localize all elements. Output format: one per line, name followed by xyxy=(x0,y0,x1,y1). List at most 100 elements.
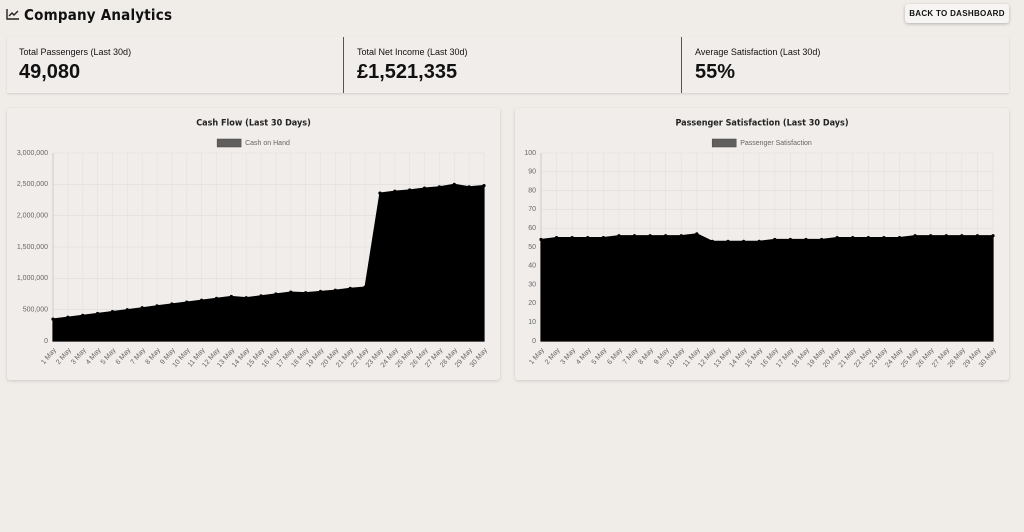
point xyxy=(726,239,730,243)
point xyxy=(333,288,337,292)
point xyxy=(437,185,442,189)
point xyxy=(851,236,855,240)
point xyxy=(348,286,352,290)
point xyxy=(185,300,189,304)
stat-label: Average Satisfaction (Last 30d) xyxy=(695,47,821,57)
point xyxy=(51,317,55,321)
point xyxy=(570,236,574,240)
point xyxy=(318,289,323,294)
point xyxy=(601,236,605,240)
point xyxy=(960,234,964,238)
point xyxy=(882,236,886,240)
stat-value: £1,521,335 xyxy=(357,61,458,83)
stat-value: 49,080 xyxy=(19,61,81,83)
point xyxy=(110,309,115,314)
page-title: Company Analytics xyxy=(24,6,173,24)
point xyxy=(289,290,293,294)
x-tick-label: 7 May xyxy=(622,347,640,366)
point xyxy=(788,237,792,242)
point xyxy=(200,298,204,302)
point xyxy=(866,236,870,240)
stat-value: 55% xyxy=(695,61,736,83)
legend-swatch xyxy=(711,138,737,148)
x-tick-label: 5 May xyxy=(591,347,609,366)
point xyxy=(244,296,248,300)
x-tick-label: 2 May xyxy=(544,347,562,366)
chart-card: Cash Flow (Last 30 Days) Cash on Hand 0 500… xyxy=(7,108,500,380)
point xyxy=(393,189,397,193)
point xyxy=(482,183,486,188)
point xyxy=(679,234,683,238)
point xyxy=(913,234,917,238)
stat: Average Satisfaction (Last 30d) 55% xyxy=(683,37,1009,93)
point xyxy=(259,294,263,298)
point xyxy=(975,234,980,238)
point xyxy=(897,236,902,240)
chart-icon xyxy=(6,9,19,20)
y-tick-label: 70 xyxy=(528,206,536,213)
stat: Total Passengers (Last 30d) 49,080 xyxy=(7,37,343,93)
stat: Total Net Income (Last 30d) £1,521,335 xyxy=(345,37,681,93)
point xyxy=(586,236,590,240)
stats-bar: Total Passengers (Last 30d) 49,080 Total… xyxy=(7,37,1009,93)
point xyxy=(757,239,761,243)
legend-swatch xyxy=(216,138,242,148)
legend-label: Passenger Satisfaction xyxy=(740,140,812,147)
y-tick-label: 500,000 xyxy=(23,307,48,314)
area xyxy=(52,183,485,342)
y-tick-label: 0 xyxy=(44,338,48,345)
point xyxy=(229,294,233,299)
y-tick-label: 90 xyxy=(528,169,536,176)
legend-label: Cash on Hand xyxy=(245,140,290,147)
point xyxy=(773,237,777,242)
point xyxy=(140,306,144,310)
y-tick-label: 30 xyxy=(528,281,536,288)
point xyxy=(378,191,382,195)
y-tick-label: 40 xyxy=(528,263,536,270)
point xyxy=(170,302,174,306)
point xyxy=(274,292,278,296)
y-tick-label: 3,000,000 xyxy=(17,150,48,157)
y-tick-label: 50 xyxy=(528,244,536,251)
chart-title: Cash Flow (Last 30 Days) xyxy=(196,119,311,129)
point xyxy=(944,234,948,238)
y-tick-label: 10 xyxy=(528,319,536,326)
y-tick-label: 80 xyxy=(528,187,536,194)
x-tick-label: 4 May xyxy=(575,347,593,366)
point xyxy=(835,236,839,240)
point xyxy=(929,234,933,238)
point xyxy=(539,237,543,242)
y-tick-label: 2,500,000 xyxy=(17,181,48,188)
separator xyxy=(343,37,344,93)
separator xyxy=(681,37,682,93)
chart: Cash Flow (Last 30 Days) Cash on Hand 0 500… xyxy=(17,119,489,370)
x-tick-label: 30 May xyxy=(978,347,998,369)
x-tick-label: 1 May xyxy=(528,347,546,366)
point xyxy=(81,313,85,317)
y-tick-label: 60 xyxy=(528,225,536,232)
chart-title: Passenger Satisfaction (Last 30 Days) xyxy=(675,119,848,129)
point xyxy=(452,182,456,186)
back-button[interactable]: BACK TO DASHBOARD xyxy=(905,4,1009,23)
point xyxy=(304,291,308,295)
y-tick-label: 1,500,000 xyxy=(17,244,48,251)
chart: Passenger Satisfaction (Last 30 Days) Pas… xyxy=(524,119,998,370)
point xyxy=(155,304,159,308)
stat-label: Total Passengers (Last 30d) xyxy=(19,47,132,57)
area xyxy=(540,233,994,342)
point xyxy=(804,237,808,242)
point xyxy=(363,285,367,289)
y-tick-label: 100 xyxy=(524,150,536,157)
point xyxy=(66,315,70,319)
chart-card: Passenger Satisfaction (Last 30 Days) Pas… xyxy=(515,108,1009,380)
point xyxy=(710,239,715,243)
y-tick-label: 0 xyxy=(532,338,536,345)
point xyxy=(467,185,471,189)
point xyxy=(422,186,427,190)
x-tick-label: 8 May xyxy=(637,347,655,366)
point xyxy=(617,234,621,238)
point xyxy=(991,234,995,238)
point xyxy=(664,234,668,238)
point xyxy=(648,234,652,238)
